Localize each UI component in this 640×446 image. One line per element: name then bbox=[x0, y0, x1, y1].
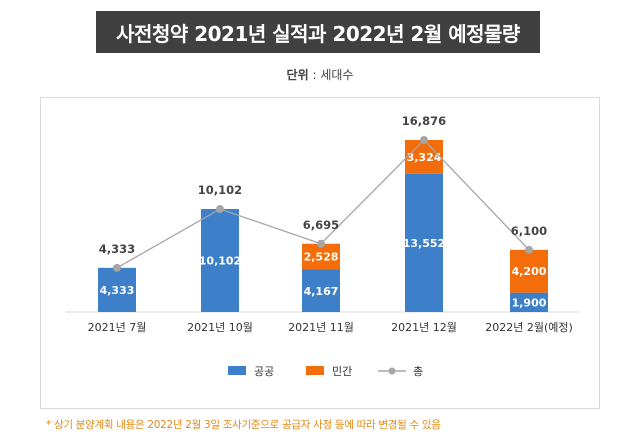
x-tick-label-3: 2021년 12월 bbox=[391, 321, 457, 334]
legend-label-total: 총 bbox=[413, 365, 423, 378]
bar-label-private-2: 2,528 bbox=[304, 251, 339, 264]
x-tick-label-4: 2022년 2월(예정) bbox=[485, 321, 573, 334]
total-label-0: 4,333 bbox=[99, 242, 135, 256]
bar-label-private-3: 3,324 bbox=[407, 151, 442, 164]
total-point-3 bbox=[420, 136, 428, 144]
legend-marker-total bbox=[388, 367, 396, 375]
unit-separator: : bbox=[308, 68, 321, 82]
bar-public-3 bbox=[405, 173, 443, 312]
bar-label-public-2: 4,167 bbox=[304, 285, 339, 298]
unit-note: 단위 : 세대수 bbox=[0, 66, 640, 83]
footnote: * 상기 분양계획 내용은 2022년 2월 3일 조사기준으로 공급자 사정 … bbox=[46, 419, 441, 431]
bar-label-public-0: 4,333 bbox=[100, 284, 135, 297]
bar-label-public-4: 1,900 bbox=[512, 296, 547, 309]
bar-public-2 bbox=[302, 269, 340, 312]
x-tick-label-2: 2021년 11월 bbox=[288, 321, 354, 334]
total-label-4: 6,100 bbox=[511, 224, 547, 238]
bar-private-4 bbox=[510, 249, 548, 293]
legend-label-public: 공공 bbox=[254, 365, 274, 378]
bar-public-4 bbox=[510, 292, 548, 312]
x-tick-label-0: 2021년 7월 bbox=[88, 321, 147, 334]
total-point-1 bbox=[216, 205, 224, 214]
legend-swatch-public bbox=[228, 366, 246, 375]
total-label-1: 10,102 bbox=[198, 183, 242, 197]
total-point-2 bbox=[317, 239, 325, 248]
unit-value: 세대수 bbox=[320, 68, 354, 82]
bar-label-private-4: 4,200 bbox=[512, 265, 547, 278]
bar-label-public-3: 13,552 bbox=[403, 237, 445, 250]
bar-public-0 bbox=[98, 267, 136, 312]
page-title: 사전청약 2021년 실적과 2022년 2월 예정물량 bbox=[96, 11, 540, 53]
bar-private-2 bbox=[302, 243, 340, 270]
legend-swatch-private bbox=[306, 366, 324, 375]
total-point-4 bbox=[525, 245, 533, 254]
bar-public-1 bbox=[201, 209, 239, 312]
total-label-3: 16,876 bbox=[402, 114, 446, 128]
total-point-0 bbox=[113, 263, 121, 272]
chart-panel bbox=[40, 97, 600, 409]
bar-label-public-1: 10,102 bbox=[199, 255, 241, 268]
unit-label: 단위 bbox=[286, 68, 309, 82]
legend-label-private: 민간 bbox=[332, 365, 352, 378]
total-label-2: 6,695 bbox=[303, 218, 339, 232]
x-tick-label-1: 2021년 10월 bbox=[187, 321, 253, 334]
bar-private-3 bbox=[405, 140, 443, 174]
